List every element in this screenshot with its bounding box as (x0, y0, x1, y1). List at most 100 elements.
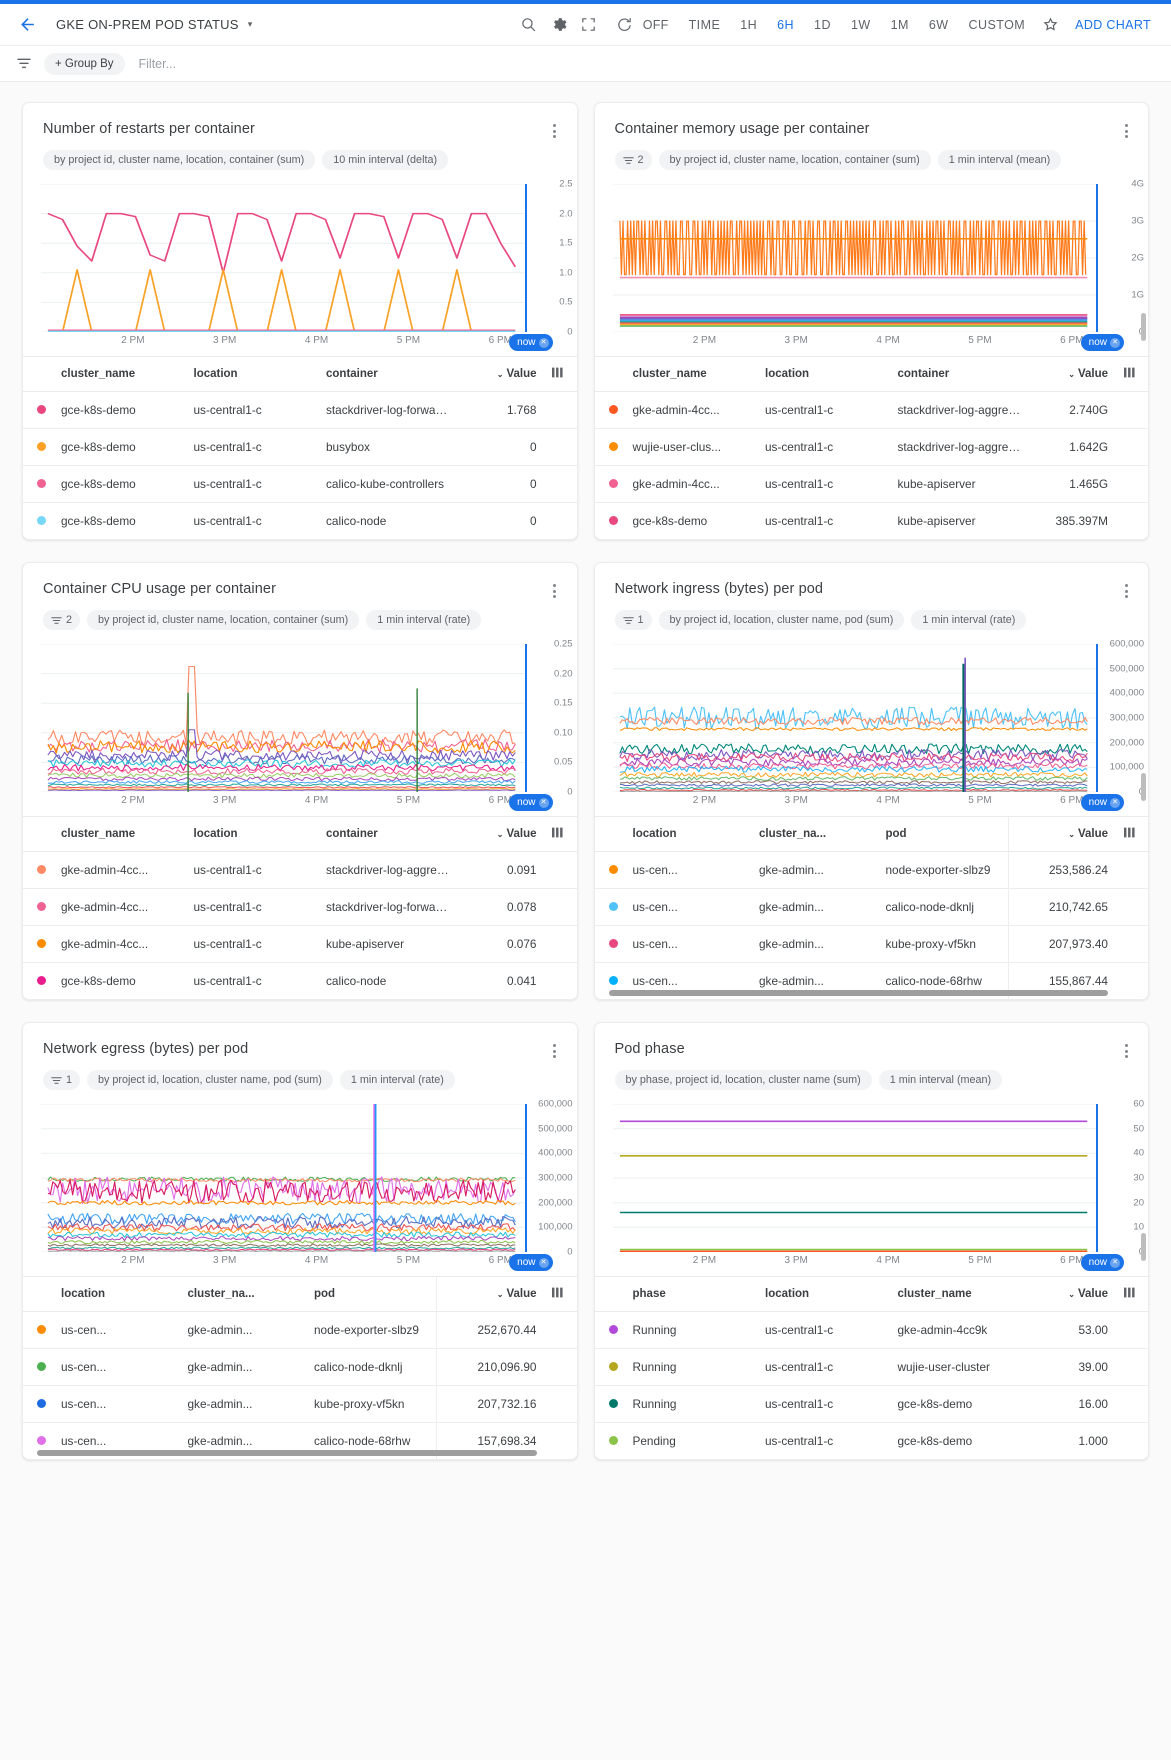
now-pill[interactable]: now ✕ (509, 334, 553, 351)
table-row[interactable]: us-cen... gke-admin... calico-node-dknlj 21… (594, 888, 1148, 926)
card-menu-icon[interactable] (545, 581, 565, 601)
chart-plot-cpu[interactable]: 0 0.05 0.10 0.15 0.20 0.25 2 PM 3 PM 4 PM 5 PM 6 P… (41, 639, 573, 816)
now-pill[interactable]: now ✕ (1080, 334, 1124, 351)
column-chooser-button[interactable] (546, 816, 577, 852)
table-row[interactable]: gce-k8s-demo us-central1-c stackdriver-log… (23, 391, 577, 429)
col-header-0[interactable]: location (57, 1276, 184, 1312)
table-row[interactable]: gke-admin-4cc... us-central1-c stackdriver… (23, 888, 577, 926)
card-menu-icon[interactable] (1116, 581, 1136, 601)
fullscreen-icon[interactable] (574, 10, 604, 40)
col-header-2[interactable]: cluster_name (893, 1276, 1026, 1312)
add-chart-button[interactable]: ADD CHART (1075, 17, 1151, 32)
group-by-button[interactable]: + Group By (44, 52, 125, 75)
filter-count-chip-egress[interactable]: 1 (43, 1070, 81, 1090)
table-row[interactable]: gke-admin-4cc... us-central1-c kube-apiser… (23, 925, 577, 963)
filter-count-chip-ingress[interactable]: 1 (614, 610, 652, 630)
now-close-icon[interactable]: ✕ (1110, 1257, 1120, 1268)
horizontal-scrollbar[interactable] (37, 1450, 537, 1456)
value-col-header[interactable]: ⌄ Value (454, 816, 547, 852)
col-header-0[interactable]: cluster_name (57, 816, 190, 852)
horizontal-scrollbar[interactable] (608, 990, 1108, 996)
col-header-2[interactable]: pod (881, 816, 1008, 852)
chip-egress-1[interactable]: 1 min interval (rate) (339, 1070, 455, 1090)
filter-list-icon[interactable] (12, 56, 36, 72)
col-header-1[interactable]: location (761, 1276, 894, 1312)
value-col-header[interactable]: ⌄ Value (1026, 356, 1118, 392)
gear-icon[interactable] (544, 10, 574, 40)
col-header-1[interactable]: cluster_na... (755, 816, 882, 852)
table-row[interactable]: us-cen... gke-admin... calico-node-dknlj 21… (23, 1348, 577, 1386)
column-chooser-button[interactable] (1118, 356, 1148, 392)
back-arrow-icon[interactable] (14, 12, 40, 38)
now-close-icon[interactable]: ✕ (538, 1257, 549, 1268)
table-row[interactable]: gke-admin-4cc... us-central1-c stackdriver… (23, 851, 577, 889)
card-menu-icon[interactable] (545, 1041, 565, 1061)
chip-cpu-1[interactable]: 1 min interval (rate) (366, 610, 482, 630)
column-chooser-button[interactable] (1118, 816, 1148, 852)
col-header-0[interactable]: cluster_name (628, 356, 761, 392)
chart-plot-egress[interactable]: 0 100,000 200,000 300,000 400,000 500,000 600,… (41, 1099, 573, 1276)
col-header-1[interactable]: location (761, 356, 894, 392)
value-col-header[interactable]: ⌄ Value (454, 356, 547, 392)
table-row[interactable]: gke-admin-4cc... us-central1-c kube-apiser… (594, 465, 1148, 503)
chip-restarts-1[interactable]: 10 min interval (delta) (322, 150, 449, 170)
table-row[interactable]: Running us-central1-c wujie-user-cluster 39… (594, 1348, 1148, 1386)
table-row[interactable]: gke-admin-4cc... us-central1-c stackdriver… (594, 391, 1148, 429)
range-1w[interactable]: 1W (850, 17, 871, 32)
vertical-scrollbar[interactable] (1141, 1233, 1146, 1261)
value-col-header[interactable]: ⌄ Value (436, 1276, 547, 1312)
table-row[interactable]: gce-k8s-demo us-central1-c calico-node 0.04… (23, 963, 577, 1000)
table-row[interactable]: us-cen... gke-admin... kube-proxy-vf5kn 207… (594, 925, 1148, 963)
filter-count-chip-memory[interactable]: 2 (614, 150, 652, 170)
now-close-icon[interactable]: ✕ (1110, 797, 1120, 808)
range-1d[interactable]: 1D (814, 17, 831, 32)
col-header-2[interactable]: container (893, 356, 1026, 392)
col-header-2[interactable]: pod (310, 1276, 437, 1312)
now-pill[interactable]: now ✕ (509, 1254, 553, 1271)
now-close-icon[interactable]: ✕ (538, 337, 549, 348)
col-header-0[interactable]: location (628, 816, 755, 852)
vertical-scrollbar[interactable] (1141, 773, 1146, 801)
col-header-1[interactable]: cluster_na... (183, 1276, 310, 1312)
now-close-icon[interactable]: ✕ (538, 797, 549, 808)
table-row[interactable]: us-cen... gke-admin... kube-proxy-vf5kn 207… (23, 1385, 577, 1423)
range-custom[interactable]: CUSTOM (968, 17, 1026, 32)
table-row[interactable]: Pending us-central1-c gce-k8s-demo 1.000 (595, 1423, 1149, 1460)
chart-plot-restarts[interactable]: 0 0.5 1.0 1.5 2.0 2.5 2 PM 3 PM 4 PM 5 PM 6 PM now ✕ (41, 179, 573, 356)
table-row[interactable]: gce-k8s-demo us-central1-c kube-apiserver 3… (595, 503, 1149, 540)
column-chooser-button[interactable] (1118, 1276, 1148, 1312)
table-row[interactable]: Running us-central1-c gke-admin-4cc9k 53.00 (594, 1311, 1148, 1349)
column-chooser-button[interactable] (546, 1276, 577, 1312)
col-header-2[interactable]: container (322, 816, 455, 852)
chip-ingress-0[interactable]: by project id, location, cluster name, p… (658, 610, 905, 630)
chip-restarts-0[interactable]: by project id, cluster name, location, c… (43, 150, 316, 170)
refresh-icon[interactable] (610, 10, 640, 40)
chip-memory-0[interactable]: by project id, cluster name, location, c… (658, 150, 931, 170)
value-col-header[interactable]: ⌄ Value (1026, 1276, 1118, 1312)
table-row[interactable]: gce-k8s-demo us-central1-c calico-kube-con… (23, 465, 577, 503)
filter-input[interactable]: Filter... (138, 56, 177, 71)
range-1h[interactable]: 1H (740, 17, 758, 32)
range-time[interactable]: TIME (688, 17, 721, 32)
col-header-0[interactable]: cluster_name (57, 356, 190, 392)
chip-podphase-1[interactable]: 1 min interval (mean) (878, 1070, 1003, 1090)
value-col-header[interactable]: ⌄ Value (1007, 816, 1118, 852)
now-pill[interactable]: now ✕ (509, 794, 553, 811)
chart-plot-ingress[interactable]: 0100,000200,000300,000400,000500,000600,… (612, 639, 1144, 816)
card-menu-icon[interactable] (1116, 1041, 1136, 1061)
title-dropdown-caret[interactable]: ▾ (247, 19, 253, 29)
chip-egress-0[interactable]: by project id, location, cluster name, p… (87, 1070, 333, 1090)
now-close-icon[interactable]: ✕ (1110, 337, 1120, 348)
chip-ingress-1[interactable]: 1 min interval (rate) (911, 610, 1027, 630)
filter-count-chip-cpu[interactable]: 2 (43, 610, 81, 630)
table-row[interactable]: gce-k8s-demo us-central1-c calico-node 0 (23, 503, 577, 540)
star-icon[interactable] (1035, 10, 1065, 40)
range-1m[interactable]: 1M (890, 17, 909, 32)
chip-memory-1[interactable]: 1 min interval (mean) (937, 150, 1062, 170)
range-6h[interactable]: 6H (777, 17, 795, 32)
col-header-1[interactable]: location (189, 356, 322, 392)
auto-refresh-toggle[interactable]: OFF (610, 10, 669, 40)
card-menu-icon[interactable] (545, 121, 565, 141)
